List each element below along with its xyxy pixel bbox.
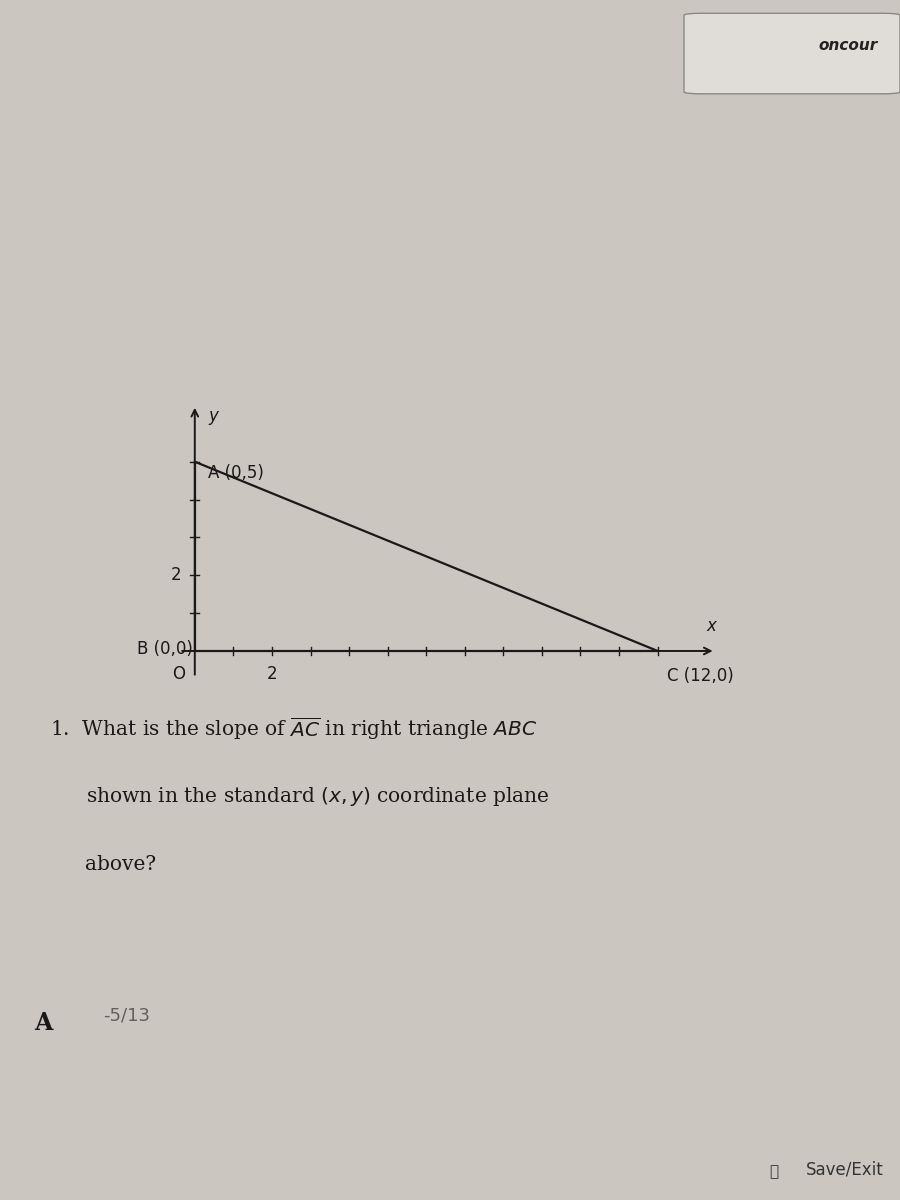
Text: 💾: 💾 [770, 1164, 778, 1178]
Text: above?: above? [86, 854, 157, 874]
Text: y: y [208, 407, 218, 425]
Text: O: O [172, 665, 185, 683]
Text: C (12,0): C (12,0) [667, 667, 734, 685]
Text: 1.  What is the slope of $\overline{AC}$ in right triangle $ABC$: 1. What is the slope of $\overline{AC}$ … [50, 715, 537, 742]
Text: 2: 2 [171, 566, 181, 584]
Text: A: A [34, 1010, 52, 1034]
Text: x: x [706, 617, 716, 635]
Text: 2: 2 [266, 665, 277, 683]
Text: Save/Exit: Save/Exit [806, 1160, 883, 1178]
Text: -5/13: -5/13 [104, 1006, 150, 1024]
Text: oncour: oncour [818, 38, 878, 53]
Text: B (0,0): B (0,0) [137, 640, 193, 658]
Text: shown in the standard $(x, y)$ coordinate plane: shown in the standard $(x, y)$ coordinat… [86, 785, 549, 808]
Text: A (0,5): A (0,5) [208, 463, 265, 481]
FancyBboxPatch shape [684, 13, 900, 94]
